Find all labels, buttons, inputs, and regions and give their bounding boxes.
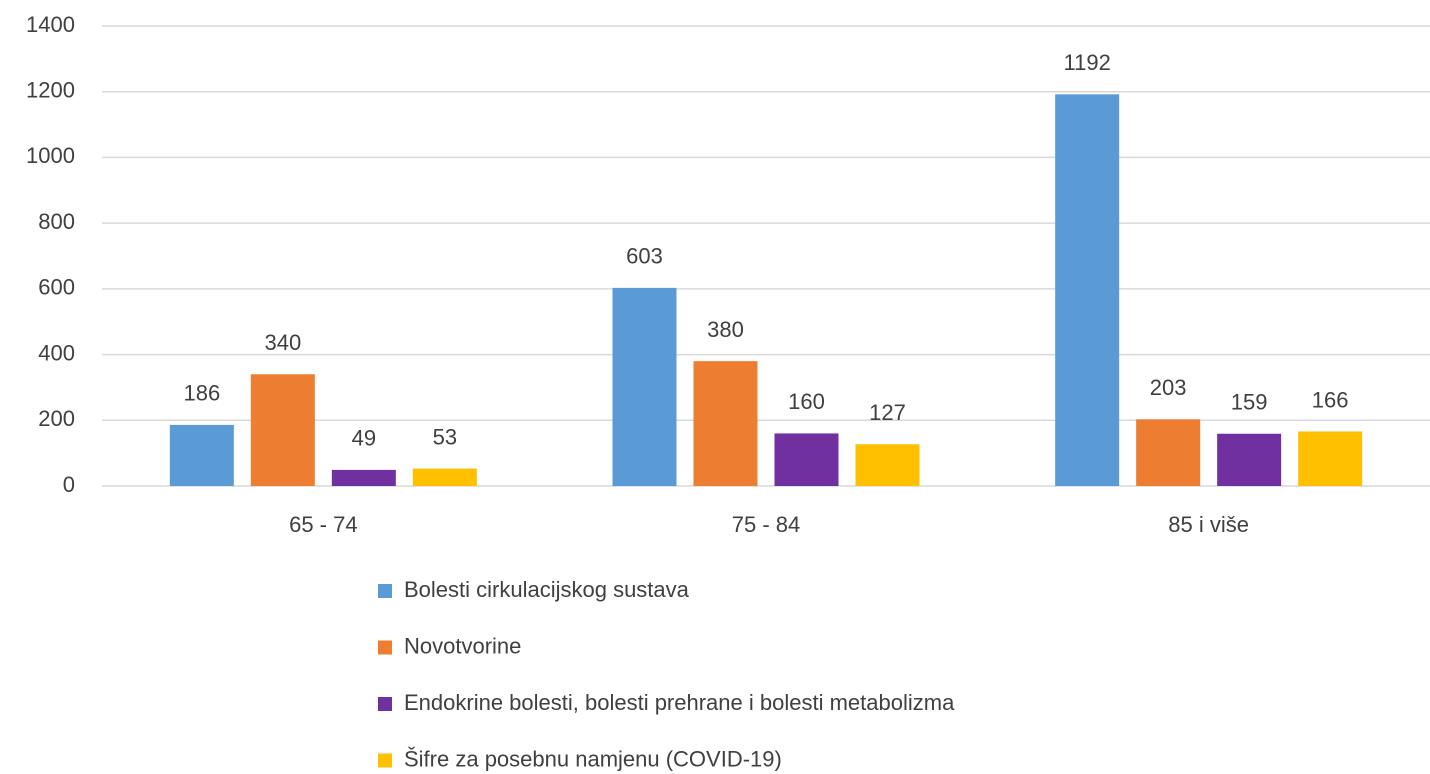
y-tick-label: 400 — [38, 340, 75, 365]
bar — [412, 468, 477, 486]
data-label: 203 — [1150, 375, 1187, 400]
bar — [1055, 94, 1120, 486]
x-tick-label: 75 - 84 — [732, 512, 801, 537]
bar — [612, 287, 677, 486]
bar — [1217, 433, 1282, 486]
data-label: 53 — [433, 424, 457, 449]
data-label: 380 — [707, 317, 744, 342]
legend-swatch — [378, 753, 392, 768]
bar — [1298, 431, 1363, 486]
x-tick-label: 65 - 74 — [289, 512, 358, 537]
data-label: 186 — [183, 381, 220, 406]
legend-swatch — [378, 584, 392, 598]
data-label: 49 — [352, 426, 376, 451]
data-label: 159 — [1231, 390, 1268, 415]
y-tick-label: 0 — [63, 472, 75, 497]
x-tick-label: 85 i više — [1168, 512, 1249, 537]
bar — [855, 444, 920, 486]
y-tick-label: 800 — [38, 209, 75, 234]
legend-label: Šifre za posebnu namjenu (COVID-19) — [404, 746, 782, 771]
bar — [774, 433, 839, 486]
legend-swatch — [378, 640, 392, 655]
y-tick-label: 200 — [38, 406, 75, 431]
data-label: 160 — [788, 389, 825, 414]
bar — [693, 361, 758, 486]
legend-swatch — [378, 697, 392, 711]
y-tick-label: 1000 — [26, 143, 75, 168]
bar — [169, 424, 234, 486]
data-label: 603 — [626, 244, 663, 269]
y-tick-label: 1400 — [26, 12, 75, 37]
data-label: 166 — [1312, 387, 1349, 412]
data-label: 340 — [264, 330, 301, 355]
data-label: 1192 — [1064, 50, 1111, 75]
y-tick-label: 1200 — [26, 78, 75, 103]
y-tick-label: 600 — [38, 275, 75, 300]
legend-label: Novotvorine — [404, 633, 521, 658]
bar — [1136, 419, 1201, 486]
bar — [250, 374, 315, 486]
legend-label: Endokrine bolesti, bolesti prehrane i bo… — [404, 690, 955, 715]
data-label: 127 — [869, 400, 906, 425]
bar — [331, 469, 396, 486]
legend-label: Bolesti cirkulacijskog sustava — [404, 577, 690, 602]
